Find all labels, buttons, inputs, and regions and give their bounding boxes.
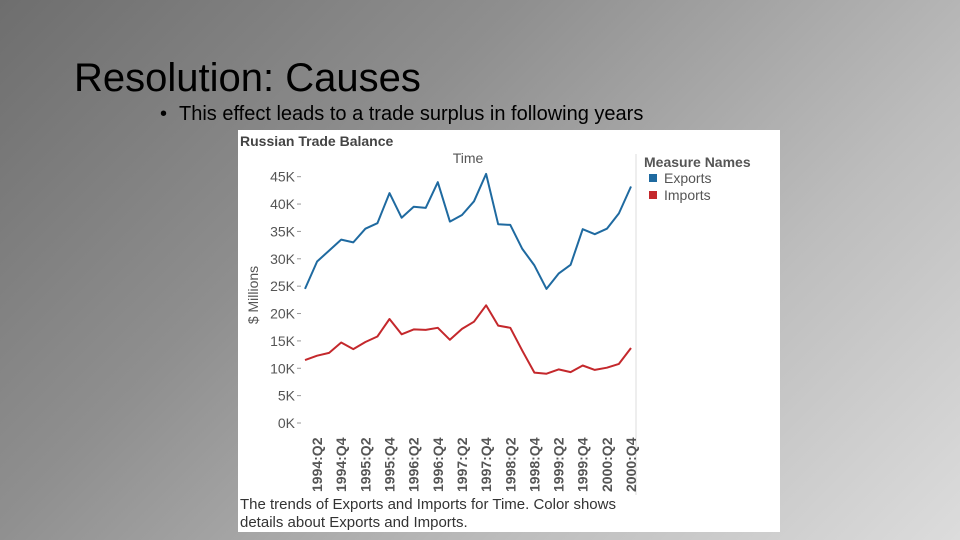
x-tick-label: 1994:Q2: [309, 437, 325, 492]
y-tick-label: 40K: [270, 196, 296, 212]
x-tick-label: 1998:Q2: [502, 437, 518, 492]
series-line-exports: [304, 172, 632, 290]
x-axis-title: Time: [453, 150, 484, 166]
legend-label-exports: Exports: [664, 170, 711, 186]
x-tick-label: 1996:Q4: [430, 437, 446, 492]
legend-title: Measure Names: [644, 154, 751, 170]
chart-caption: The trends of Exports and Imports for Ti…: [240, 496, 616, 531]
x-tick-label: 1999:Q2: [551, 437, 567, 492]
x-axis: 1994:Q2 1994:Q4 1995:Q2 1995:Q4 1996:Q2 1996:…: [309, 437, 639, 492]
x-tick-label: 1999:Q4: [575, 437, 591, 492]
y-tick-label: 20K: [270, 306, 296, 322]
x-tick-label: 1994:Q4: [333, 437, 349, 492]
legend-swatch-exports: [649, 174, 657, 182]
y-tick-label: 45K: [270, 169, 296, 185]
y-axis: 0K 5K 10K 15K 20K 25K 30K 35K 40K 45K: [270, 169, 301, 431]
x-tick-label: 1995:Q4: [382, 437, 398, 492]
chart-panel: Russian Trade Balance Time $ Millions Me…: [238, 130, 780, 532]
y-tick-label: 35K: [270, 223, 296, 239]
y-axis-title: $ Millions: [245, 266, 261, 324]
series-layer: [304, 172, 632, 375]
x-tick-label: 1996:Q2: [406, 437, 422, 492]
x-tick-label: 1997:Q2: [454, 437, 470, 492]
y-tick-label: 10K: [270, 360, 296, 376]
y-tick-label: 15K: [270, 333, 296, 349]
trade-balance-chart: Russian Trade Balance Time $ Millions Me…: [240, 133, 751, 495]
chart-title: Russian Trade Balance: [240, 133, 394, 149]
y-tick-label: 25K: [270, 278, 296, 294]
bullet-point: • This effect leads to a trade surplus in…: [160, 103, 643, 126]
bullet-text: This effect leads to a trade surplus in …: [179, 103, 644, 125]
y-tick-label: 0K: [278, 415, 296, 431]
bullet-dot: •: [160, 103, 168, 125]
x-tick-label: 2000:Q2: [599, 437, 615, 492]
legend-swatch-imports: [649, 191, 657, 199]
y-tick-label: 30K: [270, 251, 296, 267]
x-tick-label: 1998:Q4: [526, 437, 542, 492]
x-tick-label: 1997:Q4: [478, 437, 494, 492]
x-tick-label: 1995:Q2: [357, 437, 373, 492]
series-line-imports: [304, 304, 632, 375]
slide-title: Resolution: Causes: [74, 56, 421, 100]
x-tick-label: 2000:Q4: [623, 437, 639, 492]
legend-label-imports: Imports: [664, 187, 711, 203]
y-tick-label: 5K: [278, 388, 296, 404]
